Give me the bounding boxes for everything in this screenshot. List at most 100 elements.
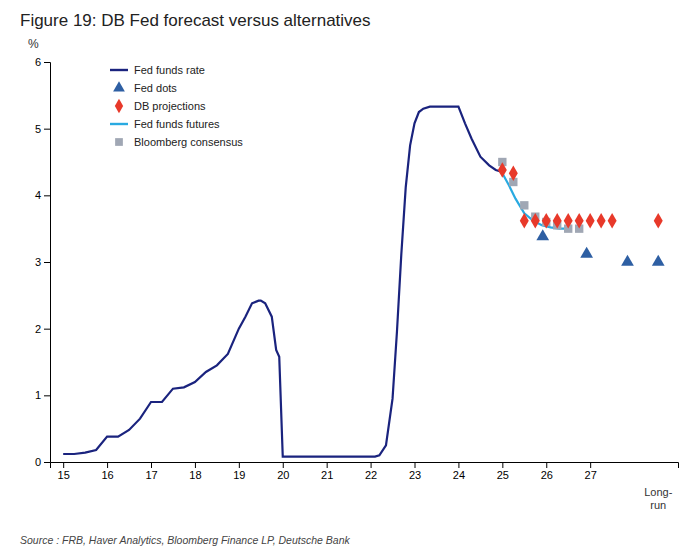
x-axis: 15 16 17 18 19 20 21 22 23 24 25 26 27 <box>51 462 679 481</box>
source: Source : FRB, Haver Analytics, Bloomberg… <box>20 534 350 546</box>
legend-symbol <box>110 123 128 125</box>
legend-label: Fed funds rate <box>134 64 205 76</box>
x-tick: 23 <box>409 462 421 481</box>
y-tick-mark <box>44 262 50 263</box>
y-tick-label: 2 <box>35 323 41 335</box>
x-tick-label: 18 <box>189 469 201 481</box>
legend-label: Bloomberg consensus <box>134 136 243 148</box>
x-tick: 22 <box>365 462 377 481</box>
legend-item: Fed dots <box>113 81 177 94</box>
series-point <box>536 229 549 240</box>
y-tick-label: 5 <box>35 123 41 135</box>
series-point <box>580 247 593 258</box>
title: Figure 19: DB Fed forecast versus altern… <box>20 11 371 30</box>
x-tick-mark <box>371 462 372 468</box>
legend-label: DB projections <box>134 100 206 112</box>
x-tick: 27 <box>585 462 597 481</box>
series-point <box>608 213 617 229</box>
y-tick-label: 4 <box>35 189 41 201</box>
y-tick: 5 <box>35 123 50 135</box>
x-tick-label: 26 <box>541 469 553 481</box>
legend-symbol <box>115 99 123 113</box>
y-tick-label: 3 <box>35 256 41 268</box>
x-tick-mark <box>458 462 459 468</box>
x-tick-mark <box>327 462 328 468</box>
legend-item: Fed funds rate <box>110 64 205 76</box>
y-axis-line <box>44 63 51 463</box>
y-tick-mark <box>44 395 50 396</box>
x-tick-mark <box>546 462 547 468</box>
series-point <box>553 213 562 229</box>
x-tick: 17 <box>145 462 157 481</box>
series-point <box>564 213 573 229</box>
series-point <box>520 201 528 209</box>
x-tick-mark <box>502 462 503 468</box>
series-point <box>520 213 529 229</box>
x-tick-label: 27 <box>585 469 597 481</box>
x-tick-mark <box>283 462 284 468</box>
y-tick-mark <box>44 329 50 330</box>
y-tick: 0 <box>35 456 50 468</box>
legend-symbol <box>113 81 125 91</box>
legend-label: Fed funds futures <box>134 118 220 130</box>
y-tick: 3 <box>35 256 50 268</box>
series-point <box>509 166 518 182</box>
legend-item: Bloomberg consensus <box>115 136 243 148</box>
y-tick-label: 6 <box>35 56 41 68</box>
x-tick-label: 21 <box>321 469 333 481</box>
y-tick-mark <box>44 62 50 63</box>
x-tick: 25 <box>497 462 509 481</box>
series-point <box>621 255 634 266</box>
x-tick: 15 <box>58 462 70 481</box>
x-tick-label: 15 <box>58 469 70 481</box>
series-point <box>575 213 584 229</box>
x-tick-label: 22 <box>365 469 377 481</box>
x-tick-mark <box>590 462 591 468</box>
x-tick-label: 25 <box>497 469 509 481</box>
y-tick: 1 <box>35 389 50 401</box>
y-tick-label: 1 <box>35 389 41 401</box>
plot: 151617181920212223242526270123456%Long-r… <box>28 37 679 511</box>
x-tick-mark <box>195 462 196 468</box>
y-tick: 6 <box>35 56 50 68</box>
series-point <box>652 255 665 266</box>
x-tick: 26 <box>541 462 553 481</box>
x-axis-line <box>51 463 679 469</box>
x-tick-label: 20 <box>277 469 289 481</box>
x-tick-label: 23 <box>409 469 421 481</box>
y-tick-mark <box>44 462 50 463</box>
y-tick-mark <box>44 129 50 130</box>
chart: Figure 19: DB Fed forecast versus altern… <box>0 0 700 560</box>
x-tick-label: 16 <box>101 469 113 481</box>
x-tick: 16 <box>101 462 113 481</box>
x-tick: 18 <box>189 462 201 481</box>
series-point <box>654 213 663 229</box>
series-line <box>502 173 568 228</box>
series-point <box>498 162 507 178</box>
x-tick-mark <box>415 462 416 468</box>
y-tick: 2 <box>35 323 50 335</box>
series-point <box>542 213 551 229</box>
x-tick: 20 <box>277 462 289 481</box>
legend-label: Fed dots <box>134 82 177 94</box>
series-point <box>597 213 606 229</box>
series-point <box>586 213 595 229</box>
y-tick: 4 <box>35 189 50 201</box>
series-line <box>63 107 502 457</box>
x-tick: 19 <box>233 462 245 481</box>
x-tick-mark <box>239 462 240 468</box>
marks <box>63 107 664 457</box>
x-tick-mark <box>63 462 64 468</box>
y-axis-label: % <box>28 37 39 51</box>
x-tick-label: 24 <box>453 469 465 481</box>
y-tick-mark <box>44 195 50 196</box>
legend-item: DB projections <box>115 99 206 113</box>
x-tick-mark <box>151 462 152 468</box>
annotation: Long-run <box>644 486 672 511</box>
x-tick-label: 19 <box>233 469 245 481</box>
legend-symbol <box>115 138 123 146</box>
x-tick-label: 17 <box>145 469 157 481</box>
legend-symbol <box>110 69 128 71</box>
y-axis: 0 1 2 3 4 5 6 <box>35 56 51 468</box>
y-tick-label: 0 <box>35 456 41 468</box>
